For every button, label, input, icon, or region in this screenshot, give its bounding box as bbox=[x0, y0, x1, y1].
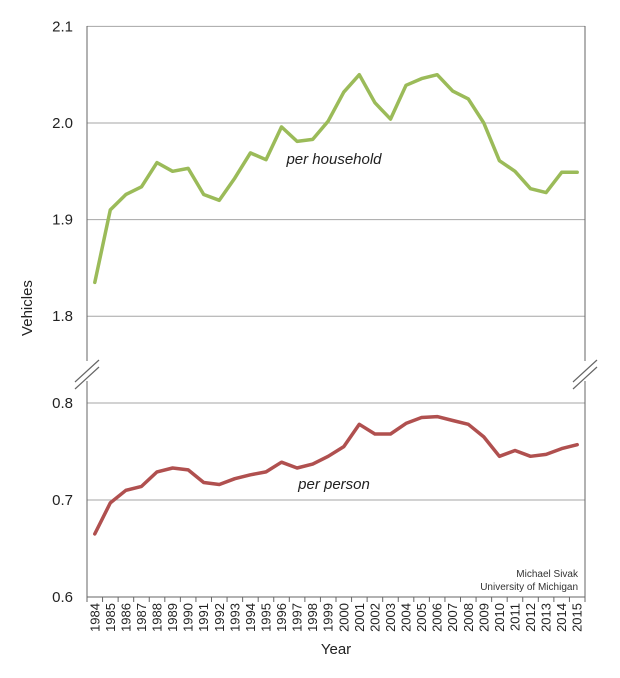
axis-break-mark-right bbox=[572, 366, 598, 390]
y-tick-label: 2.0 bbox=[52, 115, 73, 132]
axes bbox=[74, 26, 598, 602]
credit-author: Michael Sivak bbox=[516, 569, 579, 580]
x-tick-label: 2014 bbox=[554, 603, 569, 632]
x-tick-label: 2012 bbox=[523, 603, 538, 632]
axis-break-mark-left bbox=[74, 359, 100, 383]
y-tick-label: 0.7 bbox=[52, 492, 73, 509]
y-tick-label: 0.8 bbox=[52, 395, 73, 412]
x-tick-label: 2011 bbox=[507, 603, 522, 631]
x-tick-label: 2000 bbox=[336, 603, 351, 632]
x-tick-label: 1999 bbox=[321, 603, 336, 632]
y-tick-label: 1.8 bbox=[52, 308, 73, 325]
x-tick-label: 1995 bbox=[258, 603, 273, 632]
x-tick-label: 1987 bbox=[134, 603, 149, 632]
x-tick-label: 1992 bbox=[212, 603, 227, 632]
y-axis-label: Vehicles bbox=[19, 280, 36, 336]
x-tick-label: 1994 bbox=[243, 603, 258, 632]
series-line-per-person bbox=[93, 414, 579, 536]
x-tick-label: 2009 bbox=[476, 603, 491, 632]
x-tick-label: 1991 bbox=[196, 603, 211, 632]
x-tick-label: 2001 bbox=[352, 603, 367, 632]
x-tick-label: 1989 bbox=[165, 603, 180, 632]
x-axis-label: Year bbox=[321, 641, 351, 658]
x-tick-label: 2007 bbox=[445, 603, 460, 632]
axis-break-mark-left bbox=[74, 366, 100, 390]
series-label-per-household: per household bbox=[285, 151, 382, 168]
axis-break-mark-right bbox=[572, 359, 598, 383]
grid-lines bbox=[87, 25, 585, 598]
x-tick-label: 1984 bbox=[87, 603, 102, 632]
x-tick-label: 2003 bbox=[383, 603, 398, 632]
x-tick-label: 2013 bbox=[539, 603, 554, 632]
x-tick-label: 1986 bbox=[118, 603, 133, 632]
x-tick-label: 2015 bbox=[570, 603, 585, 632]
x-tick-label: 1996 bbox=[274, 603, 289, 632]
x-tick-label: 1985 bbox=[103, 603, 118, 632]
x-tick-label: 2008 bbox=[461, 603, 476, 632]
series-label-per-person: per person bbox=[297, 476, 370, 493]
y-tick-label: 2.1 bbox=[52, 18, 73, 35]
x-tick-label: 1993 bbox=[227, 603, 242, 632]
x-tick-label: 1990 bbox=[181, 603, 196, 632]
x-tick-label: 1988 bbox=[150, 603, 165, 632]
x-tick-label: 2002 bbox=[367, 603, 382, 632]
credit-institution: University of Michigan bbox=[480, 582, 578, 593]
x-tick-label: 2004 bbox=[399, 603, 414, 632]
x-tick-label: 1997 bbox=[290, 603, 305, 632]
series-lines bbox=[93, 72, 579, 536]
x-tick-label: 2005 bbox=[414, 603, 429, 632]
series-line-per-household bbox=[93, 72, 579, 285]
x-tick-label: 1998 bbox=[305, 603, 320, 632]
x-tick-label: 2006 bbox=[430, 603, 445, 632]
y-tick-label: 0.6 bbox=[52, 589, 73, 606]
y-tick-label: 1.9 bbox=[52, 212, 73, 229]
x-tick-label: 2010 bbox=[492, 603, 507, 632]
